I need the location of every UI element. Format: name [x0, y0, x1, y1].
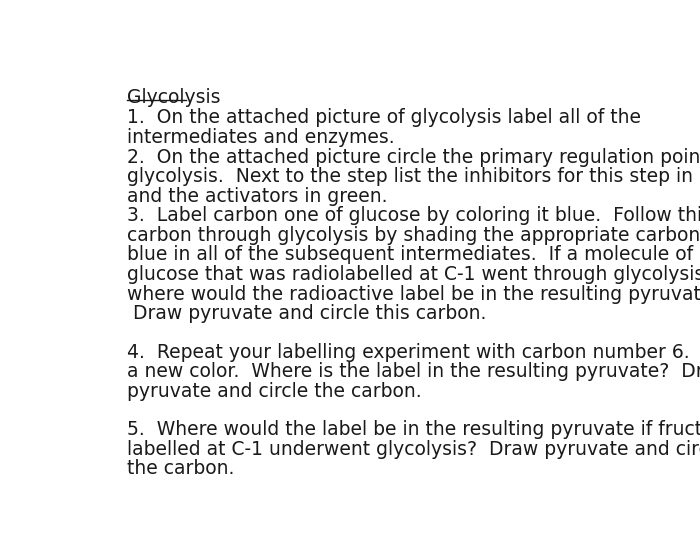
Text: 2.  On the attached picture circle the primary regulation point for: 2. On the attached picture circle the pr…	[127, 148, 700, 167]
Text: 5.  Where would the label be in the resulting pyruvate if fructose: 5. Where would the label be in the resul…	[127, 420, 700, 439]
Text: the carbon.: the carbon.	[127, 459, 234, 478]
Text: glucose that was radiolabelled at C-1 went through glycolysis,: glucose that was radiolabelled at C-1 we…	[127, 265, 700, 284]
Text: Glycolysis: Glycolysis	[127, 88, 220, 107]
Text: a new color.  Where is the label in the resulting pyruvate?  Draw: a new color. Where is the label in the r…	[127, 362, 700, 381]
Text: blue in all of the subsequent intermediates.  If a molecule of: blue in all of the subsequent intermedia…	[127, 246, 693, 265]
Text: 3.  Label carbon one of glucose by coloring it blue.  Follow this: 3. Label carbon one of glucose by colori…	[127, 206, 700, 225]
Text: and the activators in green.: and the activators in green.	[127, 187, 387, 206]
Text: 1.  On the attached picture of glycolysis label all of the: 1. On the attached picture of glycolysis…	[127, 108, 640, 127]
Text: Draw pyruvate and circle this carbon.: Draw pyruvate and circle this carbon.	[127, 304, 486, 323]
Text: labelled at C-1 underwent glycolysis?  Draw pyruvate and circle: labelled at C-1 underwent glycolysis? Dr…	[127, 439, 700, 459]
Text: pyruvate and circle the carbon.: pyruvate and circle the carbon.	[127, 381, 421, 401]
Text: where would the radioactive label be in the resulting pyruvate?: where would the radioactive label be in …	[127, 285, 700, 304]
Text: intermediates and enzymes.: intermediates and enzymes.	[127, 128, 394, 147]
Text: 4.  Repeat your labelling experiment with carbon number 6.  Use: 4. Repeat your labelling experiment with…	[127, 342, 700, 361]
Text: carbon through glycolysis by shading the appropriate carbon: carbon through glycolysis by shading the…	[127, 226, 700, 245]
Text: glycolysis.  Next to the step list the inhibitors for this step in red: glycolysis. Next to the step list the in…	[127, 167, 700, 186]
